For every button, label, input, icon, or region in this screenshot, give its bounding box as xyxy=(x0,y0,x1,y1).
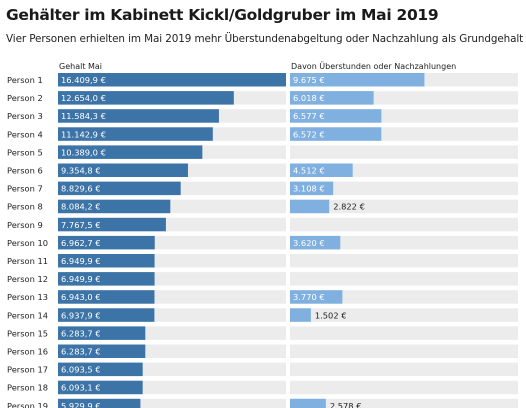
overtime-bar xyxy=(290,73,425,87)
salary-value-label: 11.142,9 € xyxy=(61,129,106,139)
category-label: Person 11 xyxy=(7,256,48,266)
category-label: Person 5 xyxy=(7,147,43,157)
salary-bar xyxy=(58,109,219,123)
overtime-bar xyxy=(290,91,374,105)
overtime-row-background xyxy=(290,235,518,250)
overtime-bar xyxy=(290,199,330,214)
salary-value-label: 6.949,9 € xyxy=(61,274,101,284)
overtime-value-label: 9.675 € xyxy=(293,75,325,85)
overtime-row-background xyxy=(290,326,518,340)
overtime-row-background xyxy=(290,308,518,322)
category-label: Person 14 xyxy=(7,310,48,320)
category-label: Person 8 xyxy=(7,202,43,212)
overtime-row-background xyxy=(290,362,518,377)
salary-bar xyxy=(58,380,143,395)
salary-value-label: 6.093,5 € xyxy=(61,365,101,375)
category-label: Person 17 xyxy=(7,365,48,375)
category-label: Person 3 xyxy=(7,111,43,121)
overtime-row-background xyxy=(290,344,518,358)
category-label: Person 16 xyxy=(7,346,48,356)
category-label: Person 6 xyxy=(7,165,43,175)
salary-value-label: 6.962,7 € xyxy=(61,238,101,248)
salary-bar xyxy=(58,199,171,214)
overtime-value-label: 6.018 € xyxy=(293,93,325,103)
salary-value-label: 7.767,5 € xyxy=(61,220,101,230)
overtime-column-header: Davon Überstunden oder Nachzahlungen xyxy=(291,62,457,71)
overtime-value-label: 3.770 € xyxy=(293,292,325,302)
salary-bar xyxy=(58,254,155,268)
overtime-value-label: 6.572 € xyxy=(293,129,325,139)
salary-bar xyxy=(58,326,146,340)
salary-bar xyxy=(58,145,203,159)
chart-title: Gehälter im Kabinett Kickl/Goldgruber im… xyxy=(6,6,439,24)
salary-bar xyxy=(58,362,143,377)
overtime-bar xyxy=(290,398,326,408)
overtime-bar xyxy=(290,235,341,250)
salary-value-label: 6.283,7 € xyxy=(61,328,101,338)
overtime-value-label: 4.512 € xyxy=(293,165,325,175)
salary-bar xyxy=(58,163,188,177)
salary-value-label: 9.354,8 € xyxy=(61,165,101,175)
overtime-value-label: 3.108 € xyxy=(293,184,325,194)
overtime-row-background xyxy=(290,272,518,286)
overtime-row-background xyxy=(290,217,518,232)
category-label: Person 9 xyxy=(7,220,43,230)
salary-bar xyxy=(58,235,155,250)
salary-bar xyxy=(58,73,286,87)
category-label: Person 4 xyxy=(7,129,43,139)
overtime-bar xyxy=(290,127,382,141)
salary-bar xyxy=(58,91,234,105)
salary-value-label: 12.654,0 € xyxy=(61,93,106,103)
salary-value-label: 6.093,1 € xyxy=(61,383,101,393)
category-label: Person 12 xyxy=(7,274,48,284)
overtime-value-label: 3.620 € xyxy=(293,238,325,248)
category-label: Person 15 xyxy=(7,328,48,338)
category-label: Person 19 xyxy=(7,401,48,408)
overtime-bar xyxy=(290,181,334,196)
overtime-row-background xyxy=(290,181,518,196)
salary-value-label: 6.937,9 € xyxy=(61,310,101,320)
salary-value-label: 8.084,2 € xyxy=(61,202,101,212)
chart-subtitle: Vier Personen erhielten im Mai 2019 mehr… xyxy=(6,33,524,45)
category-label: Person 1 xyxy=(7,75,43,85)
overtime-bar xyxy=(290,308,311,322)
salary-bar xyxy=(58,290,155,304)
category-label: Person 13 xyxy=(7,292,48,302)
salary-value-label: 10.389,0 € xyxy=(61,147,106,157)
salary-value-label: 6.283,7 € xyxy=(61,346,101,356)
overtime-row-background xyxy=(290,145,518,159)
salary-value-label: 5.929,9 € xyxy=(61,401,101,408)
overtime-value-label: 2.578 € xyxy=(330,401,362,408)
category-label: Person 10 xyxy=(7,238,48,248)
salary-row-background xyxy=(58,398,286,408)
category-label: Person 2 xyxy=(7,93,43,103)
overtime-value-label: 2.822 € xyxy=(333,202,365,212)
salary-bar xyxy=(58,398,141,408)
salary-value-label: 6.949,9 € xyxy=(61,256,101,266)
overtime-bar xyxy=(290,290,343,304)
salary-bar xyxy=(58,344,146,358)
overtime-row-background xyxy=(290,380,518,395)
salary-bar xyxy=(58,181,181,196)
category-label: Person 7 xyxy=(7,184,43,194)
overtime-row-background xyxy=(290,290,518,304)
overtime-value-label: 6.577 € xyxy=(293,111,325,121)
salary-bar xyxy=(58,127,213,141)
overtime-row-background xyxy=(290,199,518,214)
salary-bar xyxy=(58,272,155,286)
overtime-bar xyxy=(290,109,382,123)
salary-value-label: 8.829,6 € xyxy=(61,184,101,194)
salary-column-header: Gehalt Mai xyxy=(59,62,103,71)
salary-bar xyxy=(58,308,155,322)
overtime-value-label: 1.502 € xyxy=(315,310,347,320)
salary-value-label: 11.584,3 € xyxy=(61,111,106,121)
salary-bar xyxy=(58,217,166,232)
overtime-row-background xyxy=(290,398,518,408)
salary-value-label: 6.943,0 € xyxy=(61,292,101,302)
overtime-bar xyxy=(290,163,353,177)
category-label: Person 18 xyxy=(7,383,48,393)
salary-value-label: 16.409,9 € xyxy=(61,75,106,85)
overtime-row-background xyxy=(290,254,518,268)
